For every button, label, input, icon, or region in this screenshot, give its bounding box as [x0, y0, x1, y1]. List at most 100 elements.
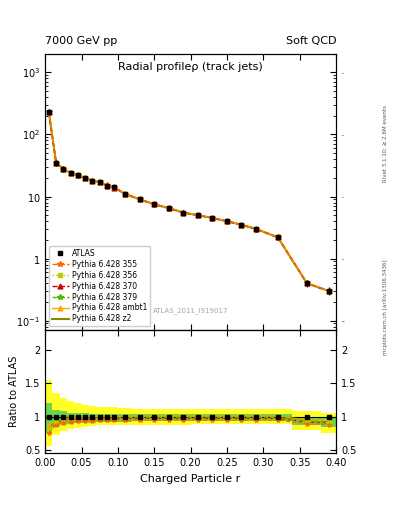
Pythia 6.428 355	[90, 178, 95, 184]
Pythia 6.428 z2	[138, 196, 142, 202]
Pythia 6.428 379	[167, 205, 171, 211]
Bar	[162, 409, 176, 424]
Pythia 6.428 370	[54, 160, 59, 166]
Pythia 6.428 ambt1	[305, 280, 309, 286]
Pythia 6.428 356	[152, 201, 156, 207]
Pythia 6.428 ambt1	[90, 177, 95, 183]
Pythia 6.428 379	[305, 280, 309, 286]
Bar	[249, 409, 263, 424]
Pythia 6.428 356	[46, 109, 51, 115]
Bar	[89, 414, 96, 422]
Pythia 6.428 355	[305, 280, 309, 286]
Legend: ATLAS, Pythia 6.428 355, Pythia 6.428 356, Pythia 6.428 370, Pythia 6.428 379, P: ATLAS, Pythia 6.428 355, Pythia 6.428 35…	[49, 246, 151, 327]
Pythia 6.428 379	[239, 222, 244, 228]
Pythia 6.428 370	[326, 288, 331, 294]
Bar	[321, 413, 336, 433]
Pythia 6.428 370	[210, 215, 215, 221]
Bar	[53, 410, 60, 427]
Pythia 6.428 379	[138, 196, 142, 202]
Pythia 6.428 370	[275, 234, 280, 241]
Pythia 6.428 z2	[97, 179, 102, 185]
Pythia 6.428 z2	[83, 175, 88, 181]
Pythia 6.428 379	[68, 170, 73, 176]
Line: Pythia 6.428 370: Pythia 6.428 370	[46, 110, 331, 293]
Pythia 6.428 356	[181, 209, 186, 216]
Pythia 6.428 ambt1	[225, 218, 230, 224]
Pythia 6.428 370	[90, 178, 95, 184]
Pythia 6.428 ambt1	[210, 215, 215, 221]
Pythia 6.428 370	[61, 166, 66, 172]
Bar	[60, 398, 67, 431]
Pythia 6.428 ambt1	[61, 165, 66, 172]
Pythia 6.428 370	[254, 226, 259, 232]
Bar	[292, 417, 321, 425]
Pythia 6.428 ambt1	[181, 209, 186, 216]
Bar	[205, 414, 220, 421]
Bar	[147, 414, 162, 421]
Pythia 6.428 356	[123, 191, 128, 197]
Pythia 6.428 355	[54, 160, 59, 166]
Pythia 6.428 379	[83, 175, 88, 181]
Bar	[176, 409, 191, 424]
Pythia 6.428 370	[105, 183, 109, 189]
Pythia 6.428 355	[181, 209, 186, 216]
Bar	[263, 414, 292, 421]
Pythia 6.428 379	[210, 215, 215, 221]
Pythia 6.428 379	[105, 182, 109, 188]
Bar	[191, 409, 205, 424]
Bar	[321, 418, 336, 427]
Pythia 6.428 370	[68, 170, 73, 176]
Pythia 6.428 355	[196, 212, 200, 218]
Pythia 6.428 z2	[239, 222, 244, 228]
Pythia 6.428 z2	[254, 226, 259, 232]
Pythia 6.428 z2	[196, 212, 200, 218]
Pythia 6.428 ambt1	[97, 179, 102, 185]
Pythia 6.428 ambt1	[46, 109, 51, 115]
Pythia 6.428 z2	[54, 160, 59, 166]
Pythia 6.428 379	[54, 160, 59, 166]
Pythia 6.428 370	[196, 212, 200, 218]
Pythia 6.428 356	[305, 280, 309, 286]
Bar	[162, 414, 176, 421]
Line: Pythia 6.428 ambt1: Pythia 6.428 ambt1	[46, 110, 331, 293]
Pythia 6.428 379	[123, 191, 128, 197]
Pythia 6.428 z2	[46, 109, 51, 115]
Pythia 6.428 356	[138, 196, 142, 202]
Pythia 6.428 356	[105, 182, 109, 188]
Text: Rivet 3.1.10; ≥ 2.6M events: Rivet 3.1.10; ≥ 2.6M events	[383, 105, 388, 182]
Pythia 6.428 z2	[105, 183, 109, 189]
Pythia 6.428 ambt1	[68, 169, 73, 176]
Pythia 6.428 379	[97, 179, 102, 185]
Line: Pythia 6.428 356: Pythia 6.428 356	[46, 110, 331, 293]
Text: 7000 GeV pp: 7000 GeV pp	[45, 36, 118, 46]
Pythia 6.428 356	[112, 184, 117, 190]
Pythia 6.428 355	[152, 201, 156, 207]
Bar	[176, 414, 191, 421]
Bar	[147, 409, 162, 424]
Bar	[45, 403, 53, 433]
Bar	[45, 380, 53, 446]
Pythia 6.428 z2	[326, 288, 331, 294]
Bar	[249, 414, 263, 421]
Pythia 6.428 356	[90, 178, 95, 184]
Bar	[220, 414, 234, 421]
Pythia 6.428 379	[90, 178, 95, 184]
Bar	[82, 404, 89, 426]
Pythia 6.428 370	[239, 222, 244, 228]
Bar	[118, 408, 132, 425]
Pythia 6.428 355	[225, 218, 230, 224]
Pythia 6.428 ambt1	[326, 288, 331, 294]
Pythia 6.428 370	[46, 109, 51, 115]
Pythia 6.428 z2	[225, 218, 230, 224]
Pythia 6.428 379	[326, 288, 331, 294]
Pythia 6.428 379	[181, 209, 186, 216]
Pythia 6.428 356	[275, 234, 280, 240]
Pythia 6.428 370	[123, 191, 128, 197]
Pythia 6.428 356	[167, 205, 171, 211]
Pythia 6.428 ambt1	[112, 184, 117, 190]
Text: Radial profileρ (track jets): Radial profileρ (track jets)	[118, 62, 263, 72]
Bar	[234, 409, 249, 424]
Pythia 6.428 356	[68, 170, 73, 176]
Pythia 6.428 370	[225, 218, 230, 224]
Bar	[111, 407, 118, 425]
